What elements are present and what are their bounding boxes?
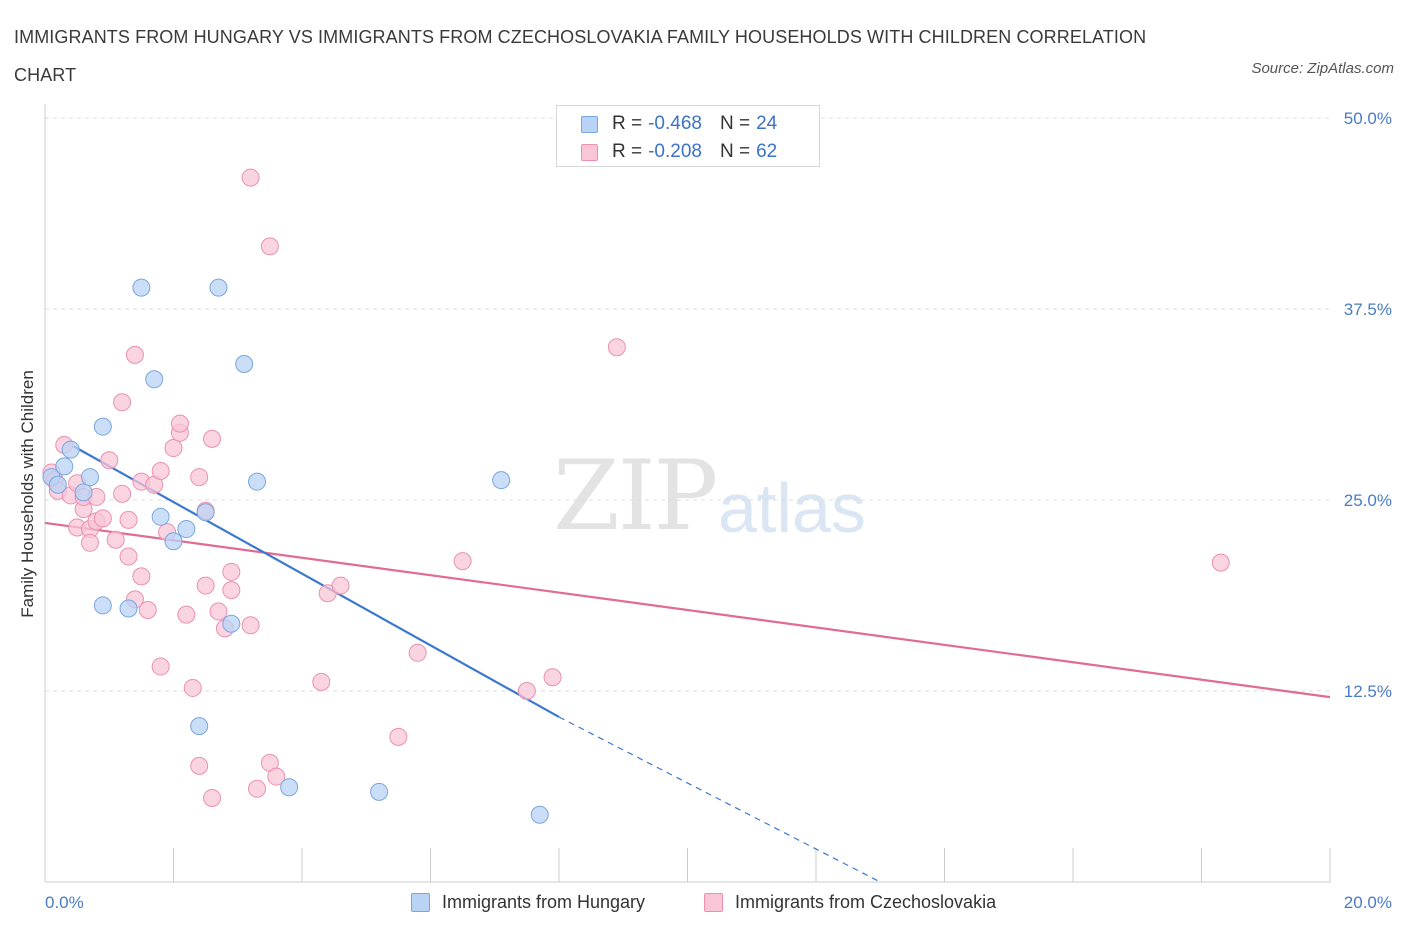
czech-point (1211, 553, 1230, 572)
r-value: -0.468 (648, 113, 702, 134)
hungary-legend-icon (411, 892, 430, 912)
watermark-atlas: atlas (718, 469, 866, 547)
bottom-legend-czech: Immigrants from Czechoslovakia (704, 889, 996, 915)
n-value: 62 (756, 141, 778, 162)
x-tick-label: 0.0% (45, 893, 84, 912)
czech-point (312, 672, 331, 691)
czech-point (248, 779, 267, 798)
czech-legend-label: Immigrants from Czechoslovakia (735, 891, 997, 912)
czech-point (151, 657, 170, 676)
czech-point (267, 767, 286, 786)
czech-point (190, 468, 209, 487)
source-label: Source: ZipAtlas.com (1251, 60, 1394, 77)
hungary-point (119, 599, 138, 618)
r-label: R = (612, 141, 643, 162)
czech-point (241, 616, 260, 635)
czech-point (607, 338, 626, 357)
hungary-point (151, 507, 170, 526)
czech-trend-line (44, 521, 1331, 699)
hungary-point (74, 483, 93, 502)
n-label: N = (719, 141, 751, 162)
hungary-point (280, 778, 299, 797)
czech-point (190, 756, 209, 775)
tick-labels: 12.5% 25.0% 37.5% 50.0% 0.0% 20.0% (45, 109, 1392, 912)
czech-point (151, 461, 170, 480)
axes (44, 104, 1331, 883)
czech-point (389, 727, 408, 746)
watermark-zip: ZIP (553, 440, 718, 552)
grid-lines (45, 117, 1330, 692)
czech-point (260, 237, 279, 256)
czech-point (80, 533, 99, 552)
hungary-point (248, 472, 267, 491)
czech-point (100, 451, 119, 470)
hungary-point (196, 503, 215, 522)
czech-point (177, 605, 196, 624)
legend-row-hungary: R = -0.468 N = 24 (581, 111, 777, 137)
czech-point (170, 414, 189, 433)
n-label: N = (719, 113, 751, 134)
hungary-point (209, 278, 228, 297)
czech-point (222, 562, 241, 581)
czech-point (138, 601, 157, 620)
y-tick-label: 50.0% (1344, 109, 1392, 128)
czech-point (93, 509, 112, 528)
chart-title: IMMIGRANTS FROM HUNGARY VS IMMIGRANTS FR… (14, 27, 1147, 85)
legend-row-czech: R = -0.208 N = 62 (581, 139, 777, 165)
czech-point (203, 788, 222, 807)
czech-point (119, 510, 138, 529)
czech-point (106, 530, 125, 549)
hungary-point (93, 417, 112, 436)
hungary-point (61, 440, 80, 459)
hungary-point (222, 614, 241, 633)
x-tick-label: 20.0% (1344, 893, 1392, 912)
hungary-legend-label: Immigrants from Hungary (442, 891, 646, 912)
hungary-point (132, 278, 151, 297)
czech-point (543, 668, 562, 687)
hungary-point (93, 596, 112, 615)
czech-point (125, 345, 144, 364)
czech-point (408, 643, 427, 662)
czech-point (331, 576, 350, 595)
czech-point (209, 602, 228, 621)
hungary-point (145, 370, 164, 389)
czech-point (517, 682, 536, 700)
hungary-point (177, 520, 196, 539)
czech-swatch-icon (581, 143, 598, 161)
hungary-point (190, 717, 209, 736)
czech-legend-icon (704, 892, 723, 912)
hungary-point (370, 782, 389, 801)
czech-point (196, 576, 215, 595)
n-value: 24 (756, 113, 778, 134)
y-tick-label: 12.5% (1344, 682, 1392, 701)
r-label: R = (612, 113, 643, 134)
czech-point (203, 429, 222, 448)
czech-point (453, 552, 472, 571)
czech-point (113, 393, 132, 412)
hungary-point (80, 468, 99, 487)
czech-point (132, 567, 151, 586)
hungary-swatch-icon (581, 115, 598, 133)
czech-point (222, 581, 241, 600)
r-value: -0.208 (648, 141, 702, 162)
data-points (42, 168, 1230, 824)
stats-legend: R = -0.468 N = 24 R = -0.208 N = 62 (556, 105, 820, 167)
hungary-point (48, 475, 67, 494)
hungary-point (55, 457, 74, 476)
hungary-point (492, 471, 511, 490)
hungary-point (164, 532, 183, 551)
bottom-legend-hungary: Immigrants from Hungary (411, 889, 645, 915)
hungary-point (530, 805, 549, 824)
czech-point (164, 439, 183, 458)
czech-point (183, 678, 202, 697)
y-tick-label: 37.5% (1344, 300, 1392, 319)
hungary-trend-extension (558, 716, 881, 883)
y-tick-label: 25.0% (1344, 491, 1392, 510)
czech-point (113, 484, 132, 503)
czech-point (119, 547, 138, 566)
trend-lines (44, 445, 1331, 883)
hungary-point (235, 355, 254, 374)
czech-point (241, 168, 260, 187)
